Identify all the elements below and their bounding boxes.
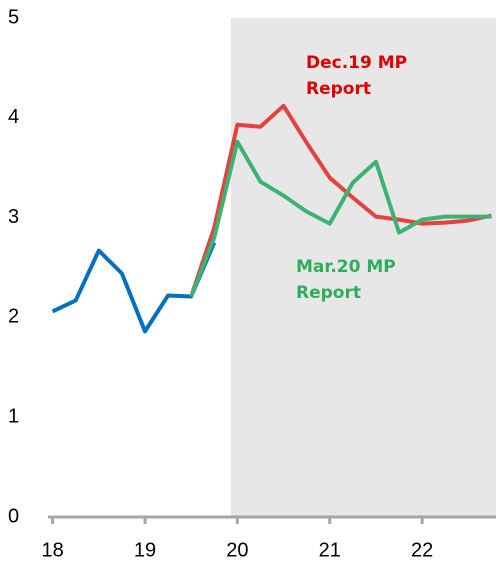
annotation: Dec.19 MP Report xyxy=(306,50,407,102)
y-tick-label: 3 xyxy=(8,206,19,228)
y-tick-label: 1 xyxy=(8,405,19,427)
y-tick-label: 2 xyxy=(8,306,19,328)
annotation-line: Mar.20 MP xyxy=(296,257,396,277)
x-tick-label: 20 xyxy=(226,539,248,561)
x-tick-label: 19 xyxy=(134,539,156,561)
line-series xyxy=(51,241,217,334)
shaded-region xyxy=(230,18,496,517)
line-series xyxy=(189,139,492,298)
y-tick-label: 0 xyxy=(8,505,19,527)
x-tick-label: 22 xyxy=(411,539,433,561)
annotation-line: Report xyxy=(296,283,361,303)
y-tick-label: 4 xyxy=(8,106,19,128)
annotation-line: Report xyxy=(306,79,371,99)
x-tick-label: 18 xyxy=(41,539,63,561)
line-series xyxy=(189,103,492,298)
annotation: Mar.20 MP Report xyxy=(296,254,396,306)
y-tick-label: 5 xyxy=(8,6,19,28)
x-tick-label: 21 xyxy=(319,539,341,561)
annotation-line: Dec.19 MP xyxy=(306,53,408,73)
